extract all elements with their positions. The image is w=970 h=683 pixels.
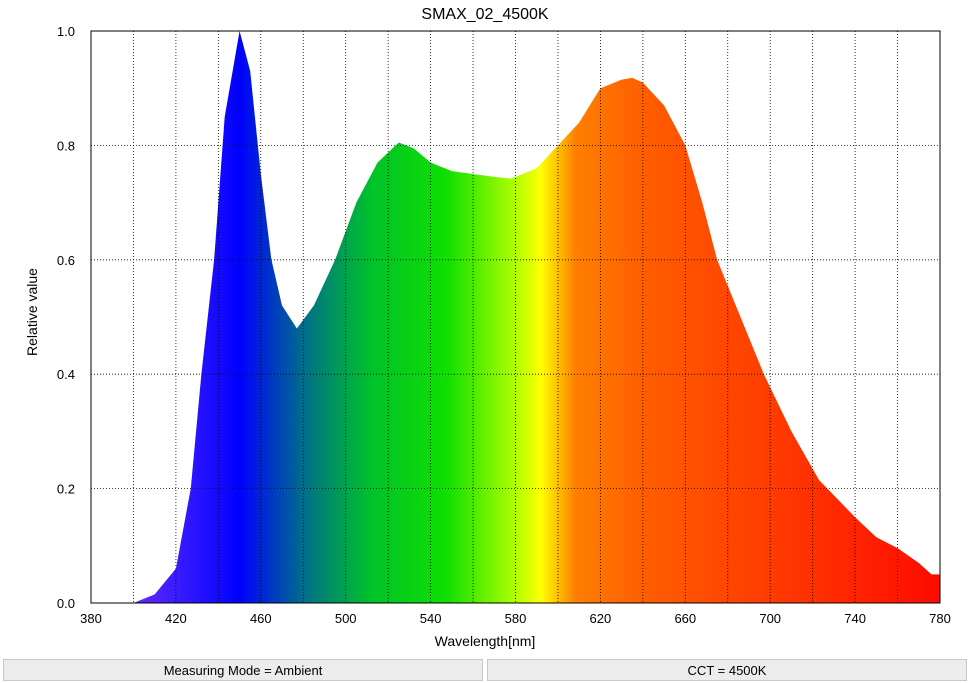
x-tick-label: 780 [929, 611, 951, 626]
y-tick-label: 0.2 [57, 482, 75, 497]
x-tick-label: 700 [759, 611, 781, 626]
x-tick-label: 740 [844, 611, 866, 626]
x-tick-label: 380 [80, 611, 102, 626]
x-tick-label: 580 [505, 611, 527, 626]
y-tick-label: 0.8 [57, 138, 75, 153]
y-tick-label: 0.0 [57, 596, 75, 611]
y-axis-label: Relative value [24, 268, 40, 356]
x-tick-label: 460 [250, 611, 272, 626]
status-mode: Measuring Mode = Ambient [3, 659, 483, 681]
y-tick-label: 0.4 [57, 367, 75, 382]
chart-title: SMAX_02_4500K [421, 6, 549, 23]
x-tick-label: 620 [590, 611, 612, 626]
x-tick-label: 540 [420, 611, 442, 626]
x-tick-label: 500 [335, 611, 357, 626]
x-axis-label: Wavelength[nm] [435, 633, 536, 649]
x-tick-label: 660 [674, 611, 696, 626]
plot-frame [90, 30, 941, 604]
y-tick-label: 1.0 [57, 24, 75, 39]
y-tick-label: 0.6 [57, 253, 75, 268]
status-cct: CCT = 4500K [487, 659, 967, 681]
x-tick-label: 420 [165, 611, 187, 626]
chart: SMAX_02_4500K Wavelength[nm] Relative va… [24, 6, 951, 649]
